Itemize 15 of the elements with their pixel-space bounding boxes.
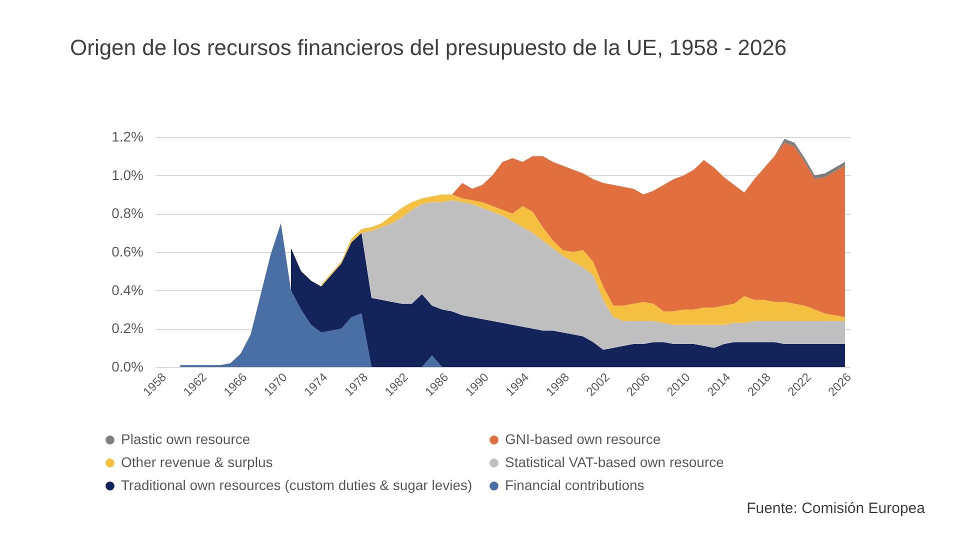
legend-label: Other revenue & surplus xyxy=(121,454,273,470)
y-tick-label: 0.6% xyxy=(112,244,144,260)
y-tick-label: 1.0% xyxy=(112,166,144,183)
y-tick-label: 0.0% xyxy=(112,358,144,374)
legend-label: GNI-based own resource xyxy=(505,431,661,447)
y-tick-label: 0.8% xyxy=(112,205,144,222)
y-tick-label: 1.2% xyxy=(112,128,144,144)
y-tick-label: 0.4% xyxy=(112,282,144,298)
legend-label: Statistical VAT-based own resource xyxy=(505,454,724,470)
y-tick-label: 0.2% xyxy=(112,320,144,336)
legend-label: Traditional own resources (custom duties & sugar levies) xyxy=(121,477,472,493)
source-note: Fuente: Comisión Europea xyxy=(746,500,926,517)
legend-label: Financial contributions xyxy=(505,477,644,493)
legend-label: Plastic own resource xyxy=(121,431,250,447)
chart-title: Origen de los recursos financieros del presupuesto de la UE, 1958 - 2026 xyxy=(70,35,787,60)
